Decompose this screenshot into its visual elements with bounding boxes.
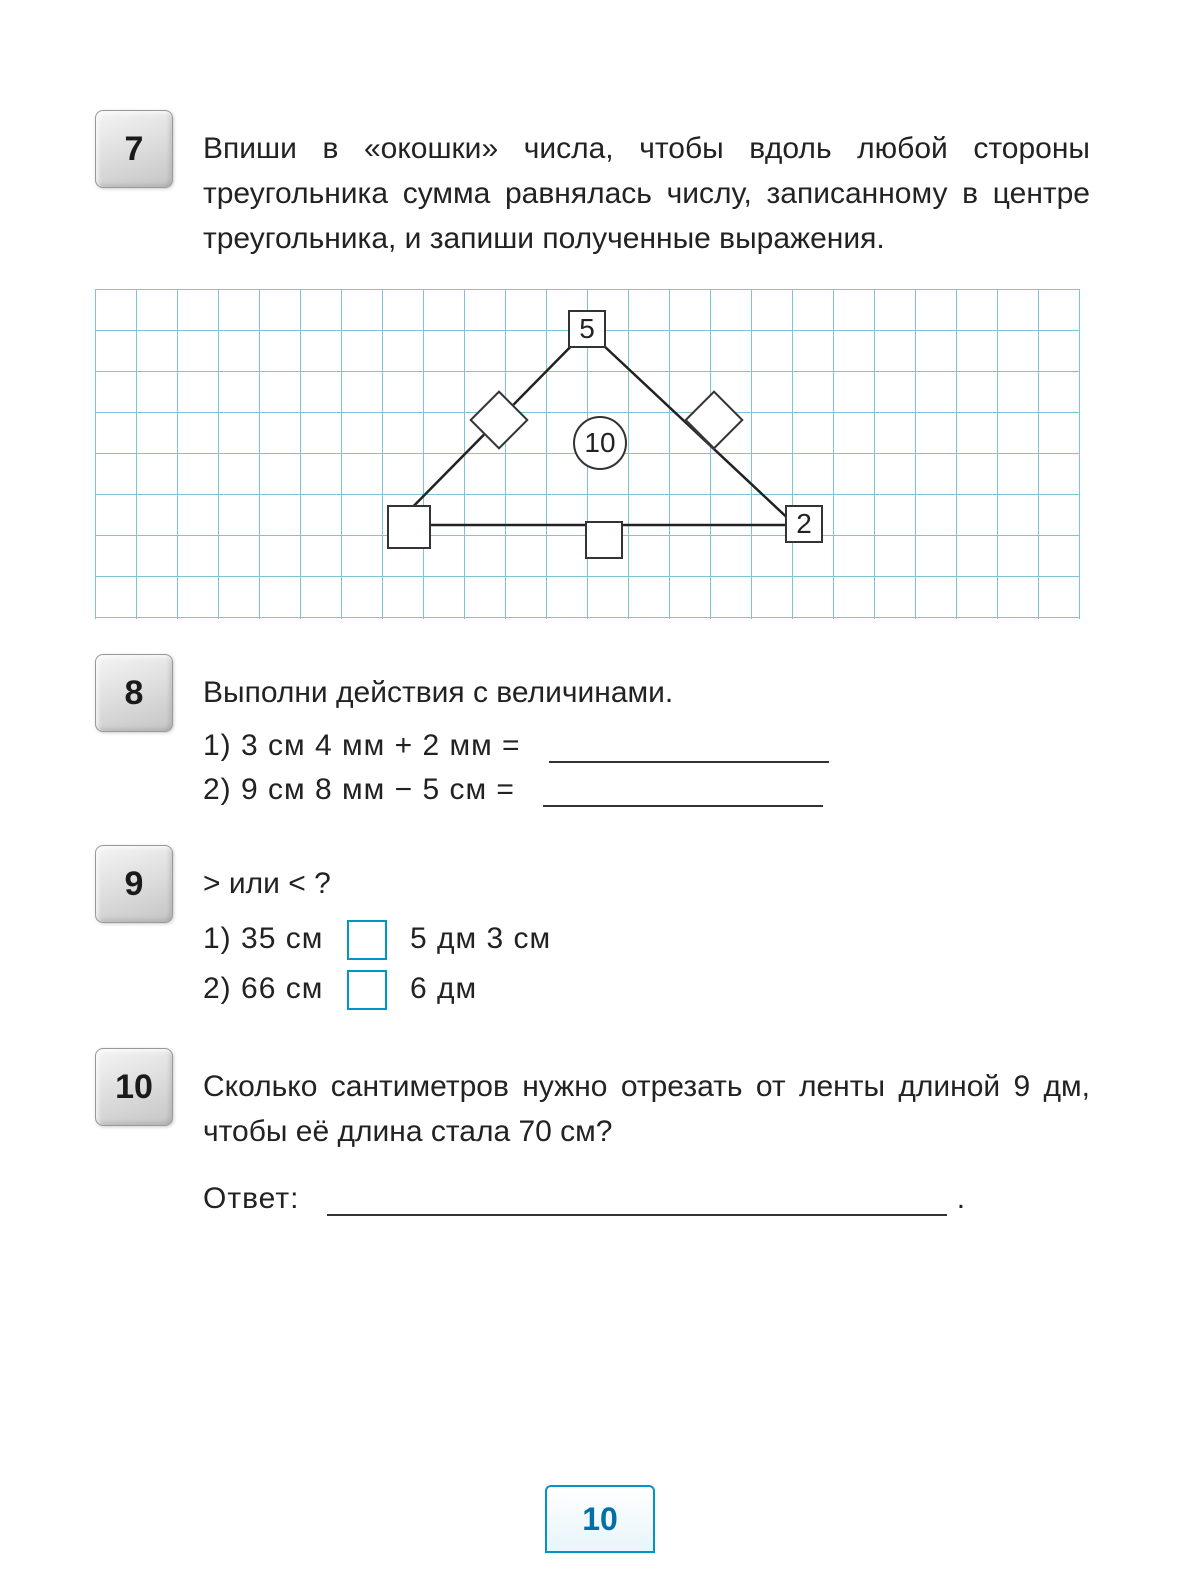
ex9-compare-box-1[interactable] [347, 920, 387, 960]
exercise-number-key-10: 10 [95, 1048, 173, 1126]
exercise-9: 9 > или < ? 1) 35 см 5 дм 3 см 2) 66 см … [95, 845, 1090, 1020]
ex9-line2b: 6 дм [410, 972, 477, 1005]
exercise-number-key-7: 7 [95, 110, 173, 188]
ex8-blank1[interactable] [549, 735, 829, 763]
bottom-left-box[interactable] [387, 505, 431, 549]
ex8-line2: 2) 9 см 8 мм − 5 см = [203, 773, 1090, 807]
exercise-8: 8 Выполни действия с величинами. 1) 3 см… [95, 654, 1090, 817]
exercise-9-text: > или < ? [203, 861, 1090, 906]
exercise-10-text: Сколько сантиметров нужно отрезать от ле… [203, 1064, 1090, 1154]
apex-value-box: 5 [568, 310, 606, 348]
ex9-line2: 2) 66 см 6 дм [203, 970, 1090, 1010]
center-circle: 10 [573, 416, 627, 470]
bottom-mid-box[interactable] [585, 521, 623, 559]
bottom-right-box: 2 [785, 505, 823, 543]
triangle-grid: 5 10 2 [95, 289, 1080, 619]
exercise-10: 10 Сколько сантиметров нужно отрезать от… [95, 1048, 1090, 1226]
exercise-number-key-9: 9 [95, 845, 173, 923]
ex8-line1: 1) 3 см 4 мм + 2 мм = [203, 729, 1090, 763]
exercise-number-key-8: 8 [95, 654, 173, 732]
ex8-blank2[interactable] [543, 779, 823, 807]
page-number: 10 [545, 1485, 655, 1553]
ex8-line2-text: 2) 9 см 8 мм − 5 см = [203, 773, 515, 806]
ex10-answer-blank[interactable] [327, 1188, 947, 1216]
ex9-line2a: 2) 66 см [203, 972, 323, 1005]
answer-label: Ответ: [203, 1182, 299, 1215]
ex8-line1-text: 1) 3 см 4 мм + 2 мм = [203, 729, 521, 762]
ex9-compare-box-2[interactable] [347, 970, 387, 1010]
ex10-answer: Ответ: . [203, 1182, 1090, 1216]
ex9-line1: 1) 35 см 5 дм 3 см [203, 920, 1090, 960]
exercise-7-text: Впиши в «окошки» числа, чтобы вдоль любо… [203, 110, 1090, 261]
exercise-7: 7 Впиши в «окошки» числа, чтобы вдоль лю… [95, 110, 1090, 261]
ex9-line1a: 1) 35 см [203, 922, 323, 955]
ex9-line1b: 5 дм 3 см [410, 922, 551, 955]
exercise-8-text: Выполни действия с величинами. [203, 670, 1090, 715]
